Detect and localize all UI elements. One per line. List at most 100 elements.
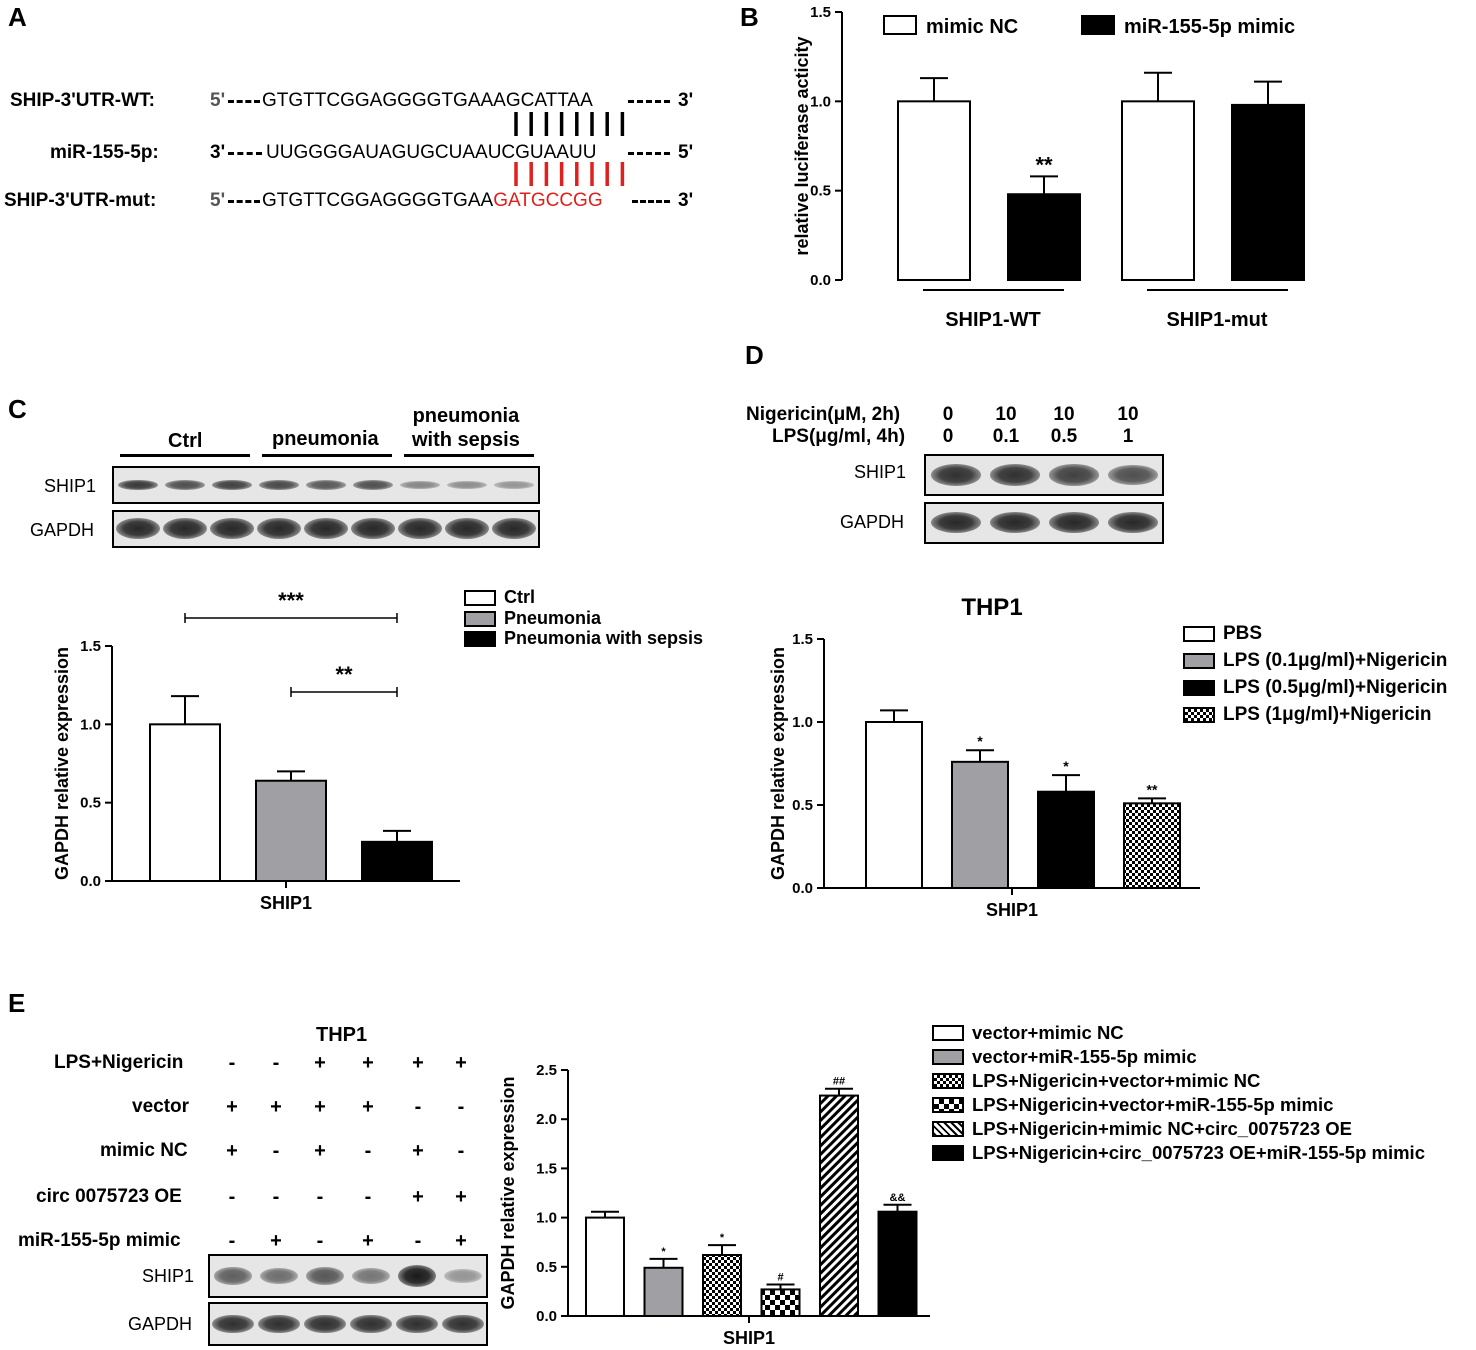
blot-c-group-line [262, 454, 392, 457]
blot-band [398, 518, 443, 540]
blot-band [494, 481, 535, 489]
blot-e-condition-mark: - [457, 1140, 465, 1162]
chart-d-bar [1123, 802, 1181, 889]
chart-c-tick-label: 1.5 [80, 638, 101, 655]
legend-e-item-label: vector+mimic NC [972, 1022, 1124, 1043]
blot-band [212, 1314, 254, 1334]
blot-band [304, 1314, 346, 1334]
legend-e-item-swatch [932, 1145, 964, 1161]
chart-e-bar [643, 1266, 684, 1317]
blot-e-condition-mark: - [272, 1052, 280, 1074]
chart-e-bar [702, 1253, 742, 1318]
blot-c-group-ctrl: Ctrl [168, 430, 203, 452]
legend-e-item-label: vector+miR-155-5p mimic [972, 1046, 1197, 1067]
legend-e-item-swatch [932, 1073, 964, 1089]
blot-band [492, 518, 537, 540]
blot-e-condition-mark: + [270, 1230, 282, 1252]
chart-e-tick-label: 0.5 [536, 1259, 557, 1276]
wt-5prime: 5' [210, 90, 226, 111]
blot-e-condition-label: mimic NC [100, 1140, 188, 1161]
wt-dash-left [228, 100, 260, 103]
blot-c-row-gapdh: GAPDH [30, 520, 95, 540]
wt-row-name: SHIP-3'UTR-WT: [10, 90, 155, 111]
blot-e-condition-mark: + [362, 1052, 374, 1074]
blot-e-condition-mark: + [226, 1096, 238, 1118]
blot-e-ship1-strip [208, 1254, 488, 1298]
blot-band [162, 518, 207, 540]
legend-d-item-swatch [1183, 626, 1215, 642]
chart-e-y-label: GAPDH relative expression [498, 1076, 518, 1309]
chart-b-group-label: SHIP1-mut [1166, 309, 1267, 331]
blot-band [306, 480, 346, 490]
blot-band [164, 479, 205, 491]
blot-e-condition-mark: + [362, 1096, 374, 1118]
chart-e-bar [819, 1094, 859, 1317]
chart-c-bar [255, 779, 327, 883]
blot-c-ship1-strip [112, 466, 540, 504]
pairing-lines [514, 112, 625, 186]
chart-d-significance: ** [1147, 781, 1158, 797]
chart-d-tick-label: 0.5 [792, 797, 813, 814]
blot-band [350, 1314, 392, 1334]
chart-c-bracket-label: ** [335, 662, 353, 687]
blot-band [117, 479, 158, 491]
legend-d-item-label: LPS (1μg/ml)+Nigericin [1223, 704, 1432, 725]
blot-band [1107, 464, 1158, 486]
blot-e-condition-mark: + [270, 1096, 282, 1118]
chart-c-tick-label: 0.0 [80, 873, 101, 890]
blot-band [352, 1267, 390, 1285]
chart-b-legend-label: miR-155-5p mimic [1124, 16, 1295, 38]
chart-e-bar [877, 1210, 918, 1317]
chart-e-significance: * [661, 1246, 666, 1258]
blot-e-condition-mark: + [455, 1052, 467, 1074]
blot-band [398, 1265, 436, 1287]
blot-band [444, 1268, 482, 1284]
blot-e-condition-label: LPS+Nigericin [54, 1052, 184, 1073]
legend-c-item-label: Pneumonia with sepsis [504, 628, 704, 648]
blot-e-title: THP1 [316, 1024, 368, 1046]
blot-band [1048, 512, 1099, 534]
wt-3prime: 3' [678, 90, 694, 111]
legend-d-item-label: LPS (0.5μg/ml)+Nigericin [1223, 677, 1448, 698]
chart-d-title: THP1 [961, 594, 1022, 621]
blot-d-lps-label: LPS(μg/ml, 4h) [772, 426, 906, 447]
mir-dash-left [228, 152, 262, 155]
blot-band [447, 481, 488, 489]
chart-d-y-label: GAPDH relative expression [768, 647, 788, 880]
chart-b-legend-label: mimic NC [926, 16, 1018, 38]
blot-d-nigericin-label: Nigericin(μM, 2h) [746, 404, 901, 425]
legend-c-item-label: Ctrl [504, 587, 535, 607]
chart-d-significance: * [977, 733, 983, 749]
blot-band [396, 1314, 438, 1334]
blot-e-condition-mark: - [414, 1230, 422, 1252]
blot-e-row-gapdh: GAPDH [128, 1314, 193, 1334]
blot-band [258, 479, 299, 491]
blot-e-condition-label: circ 0075723 OE [36, 1186, 182, 1207]
blot-d-lane-value: 1 [1122, 426, 1134, 447]
blot-e-condition-label: vector [132, 1096, 190, 1117]
blot-c-group-line [404, 454, 534, 457]
mut-sequence-plain: GTGTTCGGAGGGGTGAA [262, 190, 494, 211]
blot-band [445, 518, 490, 540]
blot-e-condition-mark: + [314, 1140, 326, 1162]
chart-e-tick-label: 2.5 [536, 1062, 557, 1079]
chart-e-tick-label: 0.0 [536, 1308, 557, 1325]
chart-d-bar [951, 760, 1009, 889]
mut-5prime: 5' [210, 190, 226, 211]
blot-e-condition-mark: + [412, 1186, 424, 1208]
chart-e-significance: ## [833, 1076, 845, 1088]
blot-band [989, 512, 1040, 534]
chart-e-significance: # [777, 1272, 783, 1284]
legend-d-item-swatch [1183, 707, 1215, 723]
legend-e-item-swatch [932, 1049, 964, 1065]
legend-e-item-swatch [932, 1121, 964, 1137]
legend-c-item-swatch [464, 590, 496, 606]
chart-d-tick-label: 1.5 [792, 631, 813, 648]
blot-band [930, 463, 981, 487]
chart-b-bar [1231, 103, 1305, 282]
blot-d-lane-value: 0.5 [1050, 426, 1078, 447]
blot-band [214, 1267, 252, 1285]
blot-d-lane-value: 0 [942, 404, 954, 425]
chart-c-bracket-label: *** [278, 588, 304, 613]
blot-d-lane-value: 0.1 [992, 426, 1020, 447]
